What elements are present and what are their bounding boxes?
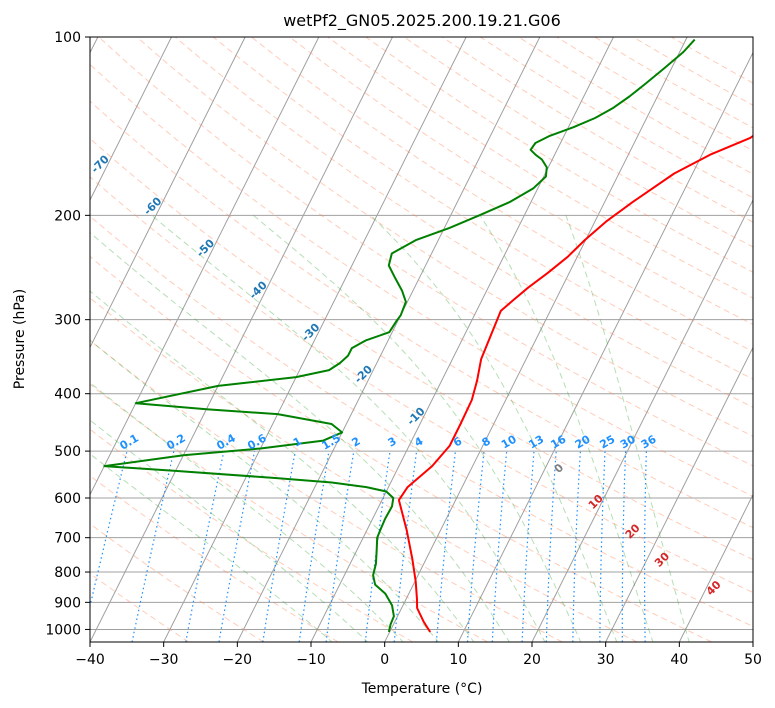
mixing-ratio-line bbox=[262, 450, 296, 642]
y-tick-label: 500 bbox=[54, 444, 81, 460]
x-tick-label: 10 bbox=[449, 652, 467, 668]
dry-adiabat-line bbox=[98, 37, 753, 467]
dry-adiabat-line bbox=[90, 572, 190, 642]
temperature-profile-line bbox=[397, 134, 753, 633]
mixing-ratio-line bbox=[621, 451, 627, 642]
y-tick-label: 300 bbox=[54, 313, 81, 329]
y-axis-label: Pressure (hPa) bbox=[12, 289, 28, 389]
mixing-ratio-line bbox=[393, 451, 418, 642]
x-tick-label: 40 bbox=[670, 652, 688, 668]
chart-title: wetPf2_GN05.2025.200.19.21.G06 bbox=[283, 11, 561, 31]
mixing-ratio-line bbox=[521, 451, 535, 642]
x-tick-label: 50 bbox=[744, 652, 762, 668]
moist-adiabat-line bbox=[370, 214, 618, 642]
plot-frame bbox=[89, 36, 754, 643]
mixing-ratio-line bbox=[491, 451, 508, 642]
y-tick-label: 900 bbox=[54, 595, 81, 611]
x-tick-label: 0 bbox=[380, 652, 389, 668]
y-tick-label: 800 bbox=[54, 565, 81, 581]
moist-adiabat-line bbox=[479, 215, 654, 642]
dry-adiabat-line bbox=[90, 383, 488, 642]
dry-adiabat-line bbox=[90, 255, 712, 642]
x-tick-label: 20 bbox=[523, 652, 541, 668]
plot-area: -100-90-80-70-60-50-40-30-20-100.10.20.4… bbox=[90, 37, 753, 642]
dry-adiabat-line bbox=[251, 37, 753, 353]
dry-adiabat-line bbox=[212, 37, 753, 380]
y-tick-label: 700 bbox=[54, 531, 81, 547]
x-tick-label: −20 bbox=[223, 652, 253, 668]
dry-adiabat-line bbox=[90, 176, 753, 594]
moist-adiabat-line bbox=[90, 232, 510, 642]
mixing-ratio-line bbox=[298, 450, 330, 642]
mixing-ratio-line bbox=[325, 451, 355, 642]
dry-adiabat-line bbox=[90, 475, 339, 642]
y-tick-label: 600 bbox=[54, 491, 81, 507]
dry-adiabat-line bbox=[90, 215, 753, 628]
isotherm-line bbox=[531, 198, 753, 642]
mixing-ratio-line bbox=[599, 451, 606, 642]
y-tick-label: 200 bbox=[54, 208, 81, 224]
y-tick-label: 1000 bbox=[45, 622, 81, 638]
moist-adiabat-line bbox=[151, 214, 546, 642]
x-tick-label: −40 bbox=[75, 652, 105, 668]
axes: −40 −30 −20 −10 0 10 20 30 40 50 100 200 300 400 500 60… bbox=[45, 30, 762, 668]
dewpoint-profile-line bbox=[103, 38, 696, 633]
dry-adiabat-line bbox=[90, 339, 563, 642]
moist-adiabat-line bbox=[90, 382, 404, 642]
isotherm-line bbox=[384, 37, 688, 642]
moist-adiabat-line bbox=[565, 215, 690, 642]
mixing-ratio-line bbox=[364, 451, 391, 642]
mixing-ratio-line bbox=[185, 450, 225, 642]
mixing-ratio-line bbox=[545, 451, 557, 642]
isotherm-line bbox=[90, 37, 393, 642]
isotherm-line bbox=[236, 37, 541, 642]
isotherm-line bbox=[90, 37, 320, 496]
mixing-ratio-line bbox=[572, 451, 581, 642]
isotherm-line bbox=[90, 37, 246, 349]
x-axis-label: Temperature (°C) bbox=[361, 681, 483, 697]
dry-adiabat-line bbox=[90, 63, 753, 497]
isotherm-line bbox=[163, 37, 467, 642]
x-tick-label: 30 bbox=[597, 652, 615, 668]
isotherm-line bbox=[605, 346, 753, 642]
x-tick-label: −30 bbox=[149, 652, 179, 668]
x-tick-label: −10 bbox=[296, 652, 326, 668]
mixing-ratio-line bbox=[435, 451, 456, 642]
mixing-ratio-line bbox=[466, 451, 485, 642]
mixing-ratio-line bbox=[643, 451, 647, 642]
moist-adiabat-line bbox=[252, 214, 582, 642]
moist-adiabat-line bbox=[90, 339, 440, 642]
dry-adiabat-line bbox=[90, 428, 414, 642]
dry-adiabat-line bbox=[90, 100, 753, 529]
dry-adiabat-line bbox=[90, 297, 638, 642]
y-tick-label: 100 bbox=[54, 30, 81, 46]
isotherm-line bbox=[457, 51, 753, 642]
mixing-ratio-line bbox=[218, 450, 256, 642]
isotherm-line bbox=[90, 37, 172, 202]
y-tick-label: 400 bbox=[54, 387, 81, 403]
isotherm-line bbox=[310, 37, 614, 642]
moist-adiabat-line bbox=[90, 290, 475, 642]
moist-adiabat-line bbox=[90, 419, 369, 642]
isotherm-line bbox=[678, 493, 753, 642]
dry-adiabat-line bbox=[90, 137, 753, 561]
